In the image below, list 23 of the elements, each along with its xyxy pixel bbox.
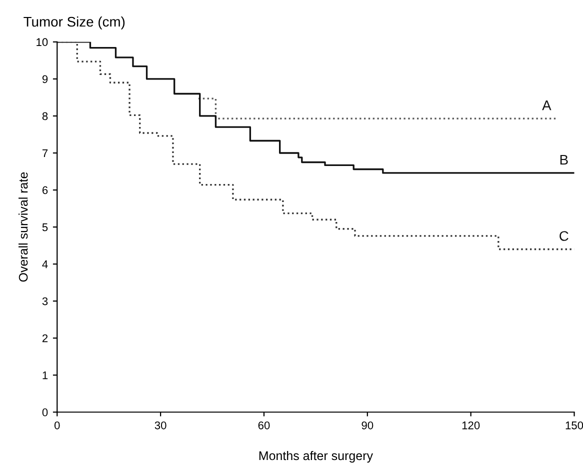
y-tick-label: 10 bbox=[36, 38, 48, 46]
x-axis-title: Months after surgery bbox=[259, 450, 373, 463]
x-tick-label: 60 bbox=[258, 421, 270, 430]
y-tick-label: 4 bbox=[42, 260, 48, 268]
x-tick-label: 120 bbox=[462, 421, 480, 430]
y-tick-label: 6 bbox=[42, 186, 48, 194]
y-axis-title: Overall survival rate bbox=[18, 172, 28, 282]
y-tick-label: 7 bbox=[42, 149, 48, 158]
x-tick-label: 90 bbox=[362, 421, 374, 430]
y-tick-label: 9 bbox=[42, 75, 48, 84]
x-tick-label: 0 bbox=[54, 421, 60, 430]
series-label: B bbox=[560, 154, 568, 165]
series-label: C bbox=[560, 231, 568, 241]
y-tick-label: 0 bbox=[42, 408, 48, 416]
x-tick-label: 150 bbox=[566, 421, 583, 430]
y-tick-label: 2 bbox=[42, 334, 48, 342]
chart-title: Tumor Size (cm) bbox=[24, 16, 125, 30]
y-tick-label: 5 bbox=[42, 223, 48, 232]
y-tick-label: 8 bbox=[42, 112, 48, 120]
y-tick-label: 1 bbox=[42, 371, 48, 380]
series-label: A bbox=[542, 100, 552, 110]
y-tick-label: 3 bbox=[42, 297, 48, 306]
x-tick-label: 30 bbox=[154, 421, 166, 430]
